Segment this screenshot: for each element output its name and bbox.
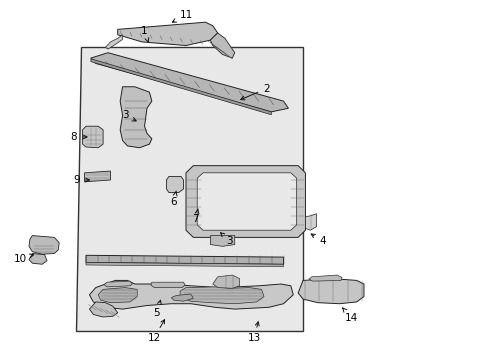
Text: 12: 12 <box>147 320 164 343</box>
Polygon shape <box>185 166 305 237</box>
Polygon shape <box>91 59 271 115</box>
Polygon shape <box>305 214 316 230</box>
Polygon shape <box>76 47 303 330</box>
Polygon shape <box>89 280 293 309</box>
Polygon shape <box>91 53 288 112</box>
Text: 14: 14 <box>342 308 358 323</box>
Polygon shape <box>98 288 137 303</box>
Polygon shape <box>29 235 59 254</box>
Polygon shape <box>86 255 283 264</box>
Polygon shape <box>298 279 363 304</box>
Text: 5: 5 <box>153 300 161 318</box>
Polygon shape <box>180 287 264 304</box>
Polygon shape <box>29 253 47 264</box>
Polygon shape <box>210 235 234 246</box>
Text: 9: 9 <box>73 175 89 185</box>
Polygon shape <box>104 281 132 287</box>
Text: 2: 2 <box>240 84 269 100</box>
Polygon shape <box>86 262 283 267</box>
Polygon shape <box>84 171 110 182</box>
Polygon shape <box>210 33 234 58</box>
Polygon shape <box>166 176 183 193</box>
Text: 10: 10 <box>14 254 34 264</box>
Text: 13: 13 <box>247 322 260 343</box>
Polygon shape <box>89 302 118 317</box>
Text: 11: 11 <box>172 10 192 22</box>
Polygon shape <box>197 173 296 230</box>
Polygon shape <box>120 87 152 148</box>
Text: 3: 3 <box>220 233 233 246</box>
Text: 4: 4 <box>310 234 325 246</box>
Polygon shape <box>171 294 193 301</box>
Text: 6: 6 <box>170 191 177 207</box>
Polygon shape <box>151 282 184 288</box>
Text: 1: 1 <box>141 26 148 42</box>
Text: 7: 7 <box>192 209 199 224</box>
Polygon shape <box>212 275 239 288</box>
Polygon shape <box>308 275 341 281</box>
Text: 8: 8 <box>70 132 87 142</box>
Polygon shape <box>82 126 103 148</box>
Text: 3: 3 <box>122 111 136 121</box>
Polygon shape <box>105 35 122 49</box>
Polygon shape <box>118 22 217 45</box>
